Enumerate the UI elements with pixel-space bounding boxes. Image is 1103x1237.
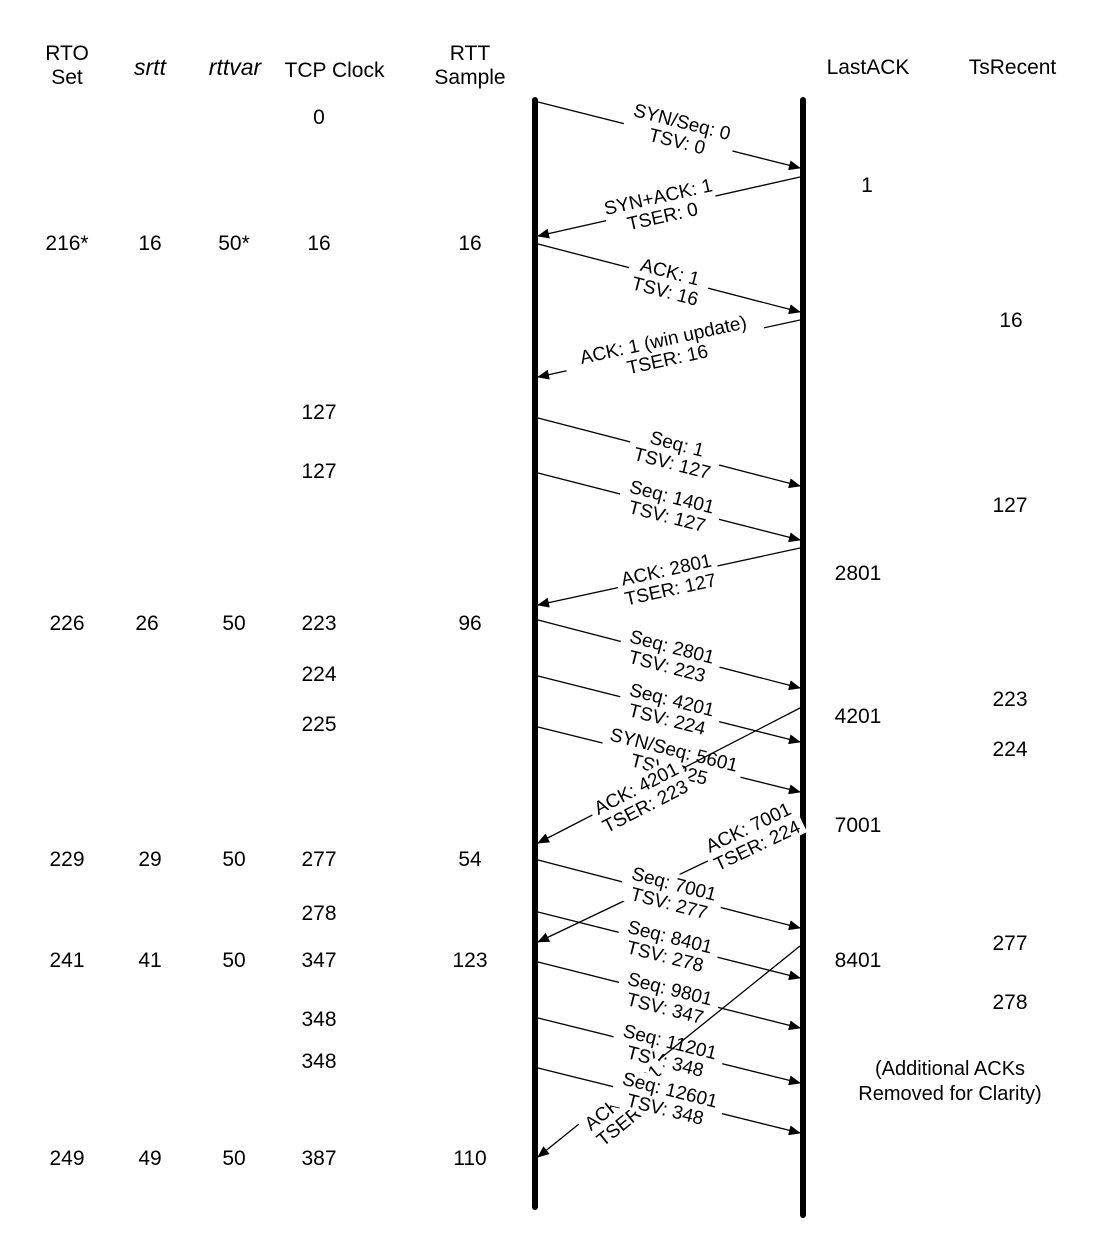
clock-cell: 224 (301, 663, 337, 686)
rtt-sample-cell: 16 (458, 232, 482, 255)
rto-cell: 249 (49, 1147, 85, 1170)
label-background (617, 860, 727, 926)
clock-cell: 348 (301, 1008, 337, 1031)
rto-cell: 216* (45, 232, 89, 255)
clock-cell: 278 (301, 902, 337, 925)
last-ack-cell: 1 (861, 174, 873, 197)
rtt-sample-cell: 96 (458, 612, 482, 635)
clock-cell: 348 (301, 1050, 337, 1073)
rtt-sample-cell: 54 (458, 848, 482, 871)
label-background (697, 795, 808, 876)
label-background (562, 307, 769, 390)
label-background (613, 966, 723, 1030)
ts-recent-cell: 16 (999, 309, 1023, 332)
clock-cell: 16 (307, 232, 331, 255)
last-ack-cell: 7001 (834, 814, 882, 837)
label-background (615, 677, 725, 741)
header-last-ack: LastACK (826, 56, 910, 79)
clock-cell: 225 (301, 713, 337, 736)
rttvar-cell: 50 (222, 848, 246, 871)
rttvar-cell: 50 (222, 612, 246, 635)
ts-recent-cell: 278 (992, 991, 1028, 1014)
rttvar-cell: 50 (222, 949, 246, 972)
ts-recent-cell: 127 (992, 494, 1028, 517)
last-ack-cell: 8401 (834, 949, 882, 972)
clock-cell: 127 (301, 401, 337, 424)
label-background (614, 548, 723, 610)
header-rtt-sample: RTT Sample (434, 42, 506, 89)
header-srtt: srtt (134, 54, 166, 80)
label-background (623, 251, 713, 311)
rtt-sample-cell: 110 (453, 1147, 487, 1170)
header-ts-recent: TsRecent (968, 56, 1057, 79)
label-background (585, 755, 695, 839)
clock-cell: 347 (301, 949, 337, 972)
clarity-note: (Additional ACKs Removed for Clarity) (858, 1058, 1042, 1105)
rtt-sample-cell: 123 (452, 949, 488, 972)
srtt-cell: 29 (138, 848, 162, 871)
clock-cell: 223 (301, 612, 337, 635)
rttvar-cell: 50 (222, 1147, 246, 1170)
message-label: ACK: 1 (win update)TSER: 16 (562, 307, 769, 390)
label-background (620, 97, 739, 165)
srtt-cell: 16 (138, 232, 162, 255)
rto-cell: 226 (49, 612, 85, 635)
clock-cell: 277 (301, 848, 337, 871)
srtt-cell: 26 (135, 612, 159, 635)
srtt-cell: 41 (138, 949, 162, 972)
label-background (608, 1066, 727, 1132)
label-background (608, 1018, 727, 1084)
last-ack-cell: 2801 (834, 562, 882, 585)
clock-cell: 387 (301, 1147, 337, 1170)
ts-recent-cell: 224 (992, 738, 1028, 761)
label-background (615, 473, 725, 538)
rto-cell: 229 (49, 848, 85, 871)
ts-recent-cell: 277 (992, 932, 1028, 955)
label-background (625, 422, 725, 484)
rttvar-cell: 50* (218, 232, 250, 255)
header-tcp-clock: TCP Clock (284, 59, 385, 82)
clock-cell: 127 (301, 460, 337, 483)
rto-cell: 241 (49, 949, 85, 972)
ts-recent-cell: 223 (992, 688, 1028, 711)
header-rttvar: rttvar (208, 54, 262, 80)
clock-cell: 0 (313, 106, 325, 129)
ack-arrow (537, 945, 801, 1158)
label-background (615, 623, 725, 689)
label-background (601, 174, 720, 238)
last-ack-cell: 4201 (834, 705, 882, 728)
srtt-cell: 49 (138, 1147, 162, 1170)
label-background (613, 914, 723, 978)
header-rto-set: RTO Set (45, 42, 89, 89)
